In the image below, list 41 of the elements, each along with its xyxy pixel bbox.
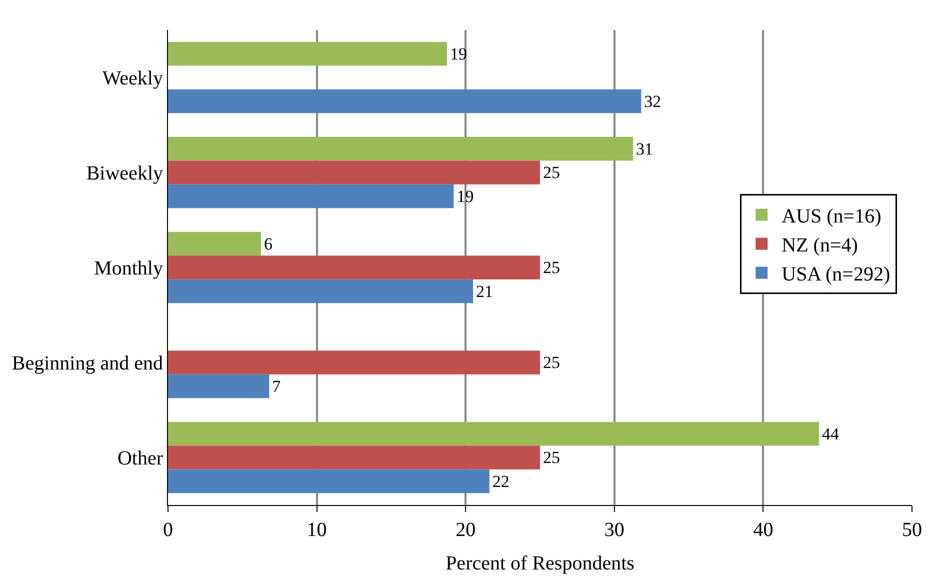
bar xyxy=(168,136,633,161)
legend-label: AUS (n=16) xyxy=(782,206,882,228)
x-tick-label: 40 xyxy=(753,519,774,541)
bar xyxy=(168,469,490,494)
y-tick-label: Beginning and end xyxy=(12,352,163,374)
bar xyxy=(168,350,540,374)
data-label: 7 xyxy=(272,376,282,396)
x-tick-label: 0 xyxy=(163,519,173,541)
x-axis-title: Percent of Respondents xyxy=(446,552,635,574)
data-label: 44 xyxy=(822,424,840,444)
y-tick-label: Biweekly xyxy=(86,162,163,184)
data-label: 31 xyxy=(636,139,653,158)
data-label: 25 xyxy=(543,258,560,278)
data-label: 25 xyxy=(543,448,560,468)
bar xyxy=(168,160,540,184)
data-label: 32 xyxy=(644,92,662,111)
y-tick-label: Weekly xyxy=(102,68,163,90)
bar xyxy=(168,422,819,446)
x-tick-label: 10 xyxy=(306,519,327,541)
y-tick-label: Monthly xyxy=(94,258,163,280)
data-label: 25 xyxy=(543,353,560,372)
legend-label: NZ (n=4) xyxy=(782,234,858,257)
legend-label: USA (n=292) xyxy=(782,264,890,286)
x-tick-label: 20 xyxy=(456,519,476,541)
bar xyxy=(168,256,540,280)
x-tick-label: 30 xyxy=(604,519,624,541)
y-tick-label: Other xyxy=(117,448,164,470)
bar xyxy=(168,184,454,208)
bar xyxy=(168,446,540,470)
data-label: 6 xyxy=(264,234,272,254)
bar xyxy=(168,89,642,114)
data-label: 21 xyxy=(476,282,494,301)
bar xyxy=(168,279,474,304)
data-label: 25 xyxy=(543,163,560,182)
x-tick-label: 50 xyxy=(902,519,922,541)
data-label: 19 xyxy=(456,186,474,206)
data-label: 22 xyxy=(492,472,510,491)
bar xyxy=(168,374,270,398)
bar xyxy=(168,42,447,66)
data-label: 19 xyxy=(450,44,467,64)
bar xyxy=(168,232,261,256)
